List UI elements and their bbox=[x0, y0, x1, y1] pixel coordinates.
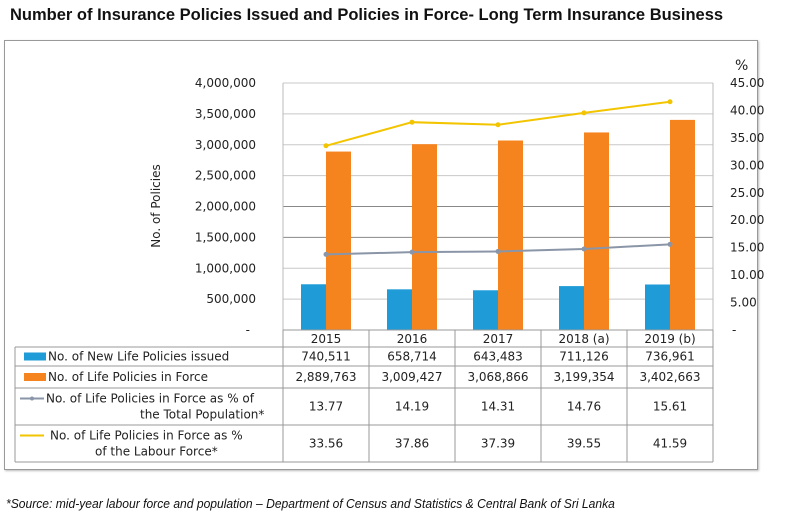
y2-tick-label: 10.00 bbox=[730, 268, 764, 282]
y2-tick-label: 35.00 bbox=[730, 131, 764, 145]
legend-label: No. of Life Policies in Force as % of bbox=[46, 392, 255, 406]
y2-tick-label: - bbox=[732, 323, 736, 337]
data-cell: 37.86 bbox=[395, 437, 429, 451]
data-cell: 740,511 bbox=[301, 350, 351, 364]
source-note: *Source: mid-year labour force and popul… bbox=[6, 496, 615, 511]
y-tick-label: 2,500,000 bbox=[195, 169, 256, 183]
y-tick-label: 1,500,000 bbox=[195, 230, 256, 244]
data-cell: 3,199,354 bbox=[553, 370, 614, 384]
data-cell: 3,068,866 bbox=[467, 370, 528, 384]
legend-label: No. of New Life Policies issued bbox=[48, 350, 229, 364]
line-marker bbox=[323, 251, 329, 257]
data-cell: 658,714 bbox=[387, 350, 437, 364]
y-tick-label: 500,000 bbox=[206, 292, 256, 306]
data-cell: 736,961 bbox=[645, 350, 695, 364]
legend-label: of the Labour Force* bbox=[95, 445, 218, 459]
y-tick-label: 2,000,000 bbox=[195, 200, 256, 214]
bar-new-policies bbox=[301, 284, 326, 330]
y2-axis-title: % bbox=[735, 58, 748, 74]
bar-policies-in-force bbox=[412, 144, 437, 330]
line-marker bbox=[581, 110, 587, 116]
y-tick-label: 3,500,000 bbox=[195, 107, 256, 121]
y-tick-label: 3,000,000 bbox=[195, 138, 256, 152]
line-marker bbox=[495, 248, 501, 254]
data-cell: 13.77 bbox=[309, 400, 343, 414]
data-cell: 3,402,663 bbox=[639, 370, 700, 384]
data-cell: 14.19 bbox=[395, 400, 429, 414]
y2-tick-label: 40.00 bbox=[730, 103, 764, 117]
y-tick-label: 4,000,000 bbox=[195, 76, 256, 90]
bar-policies-in-force bbox=[326, 151, 351, 330]
legend-label: No. of Life Policies in Force bbox=[48, 370, 208, 384]
category-label: 2019 (b) bbox=[644, 332, 695, 346]
data-cell: 39.55 bbox=[567, 437, 601, 451]
legend-marker bbox=[30, 396, 34, 401]
legend-swatch bbox=[24, 352, 46, 361]
data-cell: 33.56 bbox=[309, 437, 343, 451]
y2-tick-label: 5.00 bbox=[730, 296, 757, 310]
category-label: 2018 (a) bbox=[558, 332, 609, 346]
chart-frame bbox=[4, 40, 758, 470]
bar-policies-in-force bbox=[584, 132, 609, 330]
category-label: 2015 bbox=[311, 332, 342, 346]
y2-tick-label: 25.00 bbox=[730, 186, 764, 200]
y2-tick-label: 45.00 bbox=[730, 76, 764, 90]
bar-policies-in-force bbox=[670, 119, 695, 330]
legend-label: the Total Population* bbox=[140, 408, 264, 422]
y2-tick-label: 15.00 bbox=[730, 241, 764, 255]
data-cell: 2,889,763 bbox=[295, 370, 356, 384]
category-label: 2017 bbox=[483, 332, 514, 346]
line-marker bbox=[323, 143, 329, 149]
legend-label: No. of Life Policies in Force as % bbox=[50, 429, 243, 443]
chart-title: Number of Insurance Policies Issued and … bbox=[10, 6, 724, 24]
line-marker bbox=[495, 122, 501, 128]
y2-tick-label: 20.00 bbox=[730, 213, 764, 227]
line-marker bbox=[409, 249, 415, 255]
category-label: 2016 bbox=[397, 332, 428, 346]
bar-new-policies bbox=[645, 284, 670, 330]
y-axis-title: No. of Policies bbox=[149, 164, 163, 248]
bar-new-policies bbox=[473, 290, 498, 330]
data-cell: 14.31 bbox=[481, 400, 515, 414]
bar-new-policies bbox=[387, 289, 412, 330]
y-tick-label: 1,000,000 bbox=[195, 261, 256, 275]
data-cell: 711,126 bbox=[559, 350, 609, 364]
y2-tick-label: 30.00 bbox=[730, 158, 764, 172]
line-marker bbox=[581, 246, 587, 252]
line-marker bbox=[409, 119, 415, 125]
legend-swatch bbox=[24, 373, 46, 381]
data-cell: 3,009,427 bbox=[381, 370, 442, 384]
data-cell: 37.39 bbox=[481, 437, 515, 451]
line-marker bbox=[667, 241, 673, 247]
bar-policies-in-force bbox=[498, 140, 523, 330]
line-marker bbox=[667, 99, 673, 105]
data-cell: 41.59 bbox=[653, 437, 687, 451]
data-cell: 14.76 bbox=[567, 400, 601, 414]
data-cell: 15.61 bbox=[653, 400, 687, 414]
data-cell: 643,483 bbox=[473, 350, 523, 364]
bar-new-policies bbox=[559, 286, 584, 330]
y-tick-label: - bbox=[246, 323, 250, 337]
